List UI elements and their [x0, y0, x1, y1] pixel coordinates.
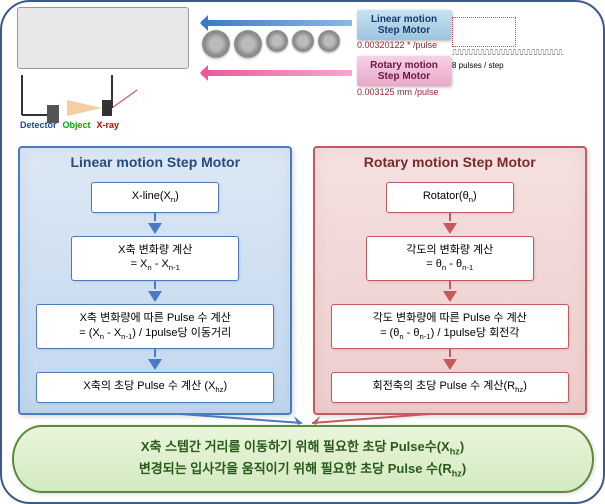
- rotary-panel-title: Rotary motion Step Motor: [315, 148, 585, 176]
- linear-box1: X-line(Xn): [91, 182, 219, 213]
- header-diagram-area: Linear motionStep Motor 0.00320122 * /pu…: [2, 2, 603, 144]
- result-oval: X축 스텝간 거리를 이동하기 위해 필요한 초당 Pulse수(Xhz) 변경…: [12, 425, 594, 493]
- linear-box3: X축 변화량에 따른 Pulse 수 계산= (Xn - Xn-1) / 1pu…: [36, 304, 274, 349]
- result-line1: X축 스텝간 거리를 이동하기 위해 필요한 초당 Pulse수(Xhz): [28, 437, 578, 459]
- linear-panel-title: Linear motion Step Motor: [20, 148, 290, 176]
- rotary-box3: 각도 변화량에 따른 Pulse 수 계산= (θn - θn-1) / 1pu…: [331, 304, 569, 349]
- pulse-waveform: ⎍⎍⎍⎍⎍⎍⎍⎍⎍⎍⎍⎍⎍⎍⎍⎍⎍⎍⎍⎍⎍⎍⎍⎍ 8 pulses / step: [452, 17, 592, 67]
- linear-value: 0.00320122 * /pulse: [357, 40, 437, 50]
- flowchart-container: Linear motion Step Motor X-line(Xn) X축 변…: [2, 146, 603, 415]
- rotary-motion-panel: Rotary motion Step Motor Rotator(θn) 각도의…: [313, 146, 587, 415]
- rotary-box1: Rotator(θn): [386, 182, 514, 213]
- linear-motion-panel: Linear motion Step Motor X-line(Xn) X축 변…: [18, 146, 292, 415]
- rotary-value: 0.003125 mm /pulse: [357, 87, 439, 97]
- linear-arrow: [202, 20, 352, 26]
- rotary-arrow: [202, 70, 352, 76]
- rotary-box4: 회전축의 초당 Pulse 수 계산(Rhz): [331, 372, 569, 403]
- converge-arrows: [2, 415, 603, 417]
- linear-box4: X축의 초당 Pulse 수 계산 (Xhz): [36, 372, 274, 403]
- rotary-box2: 각도의 변화량 계산= θn - θn-1: [366, 236, 534, 281]
- detector-xray-schematic: [17, 70, 197, 120]
- linear-motor-label: Linear motionStep Motor: [357, 10, 451, 40]
- gear-illustration: [202, 30, 340, 58]
- detector-object-xray-labels: DetectorObjectX-ray: [20, 120, 119, 130]
- result-line2: 변경되는 입사각을 움직이기 위해 필요한 초당 Pulse 수(Rhz): [28, 459, 578, 481]
- device-schematic-top: [17, 7, 189, 69]
- linear-box2: X축 변화량 계산= Xn - Xn-1: [71, 236, 239, 281]
- rotary-motor-label: Rotary motionStep Motor: [357, 56, 451, 86]
